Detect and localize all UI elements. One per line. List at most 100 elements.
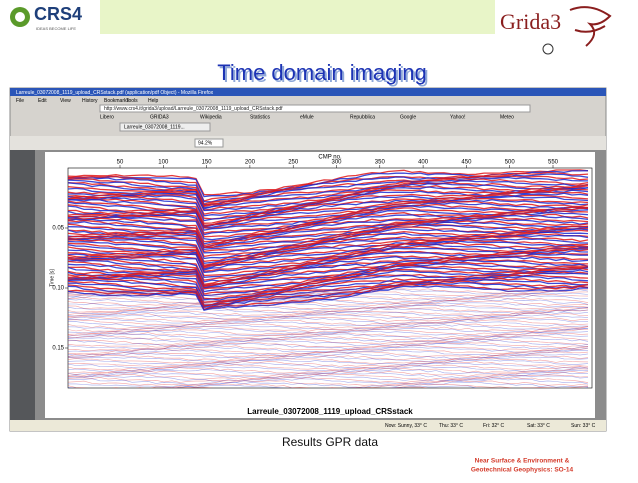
reflection [68,373,589,381]
x-tick-label: 400 [418,160,429,166]
logo-tagline: IDEAS BECOME LIFE [36,26,76,31]
reflection [68,175,589,205]
pdf-sidebar [10,150,35,420]
reflection [68,319,589,326]
reflection [68,357,589,364]
bookmark[interactable]: Repubblica [350,114,375,120]
reflection [68,381,589,388]
menu-item[interactable]: Bookmarks [104,98,130,104]
reflection [68,280,589,307]
bookmark[interactable]: Libero [100,114,114,120]
reflection [68,348,589,355]
reflection [68,359,589,366]
reflection [68,232,589,263]
reflection [68,229,589,258]
zoom-box[interactable] [194,138,224,148]
address-bar[interactable] [99,104,531,113]
reflection [68,372,588,379]
footer-line: Geotechnical Geophysics: SO-14 [471,467,574,474]
reflection [68,256,589,286]
reflection [68,216,589,247]
reflection [68,293,589,300]
reflection [68,176,588,206]
reflection [68,252,588,281]
menu-item[interactable]: Help [148,98,159,104]
menu-item[interactable]: File [16,98,24,104]
reflection [68,339,589,347]
reflection [68,182,589,208]
bookmark[interactable]: Yahoo! [450,114,465,120]
menu-item[interactable]: View [60,98,71,104]
reflection [68,315,588,323]
menu-item[interactable]: Edit [38,98,47,104]
x-axis-label: CMP no. [318,155,342,161]
reflection [68,356,589,363]
reflection [68,328,589,336]
x-tick-label: 100 [158,160,169,166]
reflection [68,209,589,238]
reflection [68,314,589,321]
menu-item[interactable]: Tools [126,98,138,104]
reflection [68,191,589,220]
bookmark[interactable]: Google [400,114,416,120]
reflection [68,306,588,313]
reflection [68,195,589,227]
bookmark[interactable]: GRIDA3 [150,114,169,120]
reflection [68,248,589,277]
reflection [68,185,589,211]
zoom: 94.2% [198,140,213,146]
x-tick-label: 50 [117,160,124,166]
weather-item: Sun: 33° C [571,423,596,429]
reflection [68,304,589,311]
reflection [68,194,589,224]
x-tick-label: 350 [375,160,386,166]
x-tick-label: 450 [461,160,472,166]
reflection [68,299,589,307]
figure-caption: Larreule_03072008_1119_upload_CRSstack [247,407,413,416]
reflection [68,367,589,374]
reflection [68,180,589,209]
reflection [68,279,589,309]
pdf-toolbar [10,136,606,150]
reflection [68,240,588,270]
title: Time domain imaging [217,60,427,85]
reflection [68,235,589,267]
reflection [68,226,589,253]
reflection [68,317,589,324]
x-tick-label: 250 [288,160,299,166]
reflection [68,322,589,329]
reflection [68,272,589,301]
tab[interactable] [119,122,211,132]
reflection [68,303,589,310]
reflection [68,214,589,245]
x-tick-label: 200 [245,160,256,166]
bookmark[interactable]: Wikipedia [200,114,222,120]
reflection [68,365,589,373]
reflection [68,338,589,345]
weather-item: Sat: 33° C [527,423,550,429]
bookmark[interactable]: Statistics [250,114,271,120]
reflection [68,351,589,358]
reflection [68,169,589,196]
reflection [68,344,589,351]
reflection [68,383,589,388]
reflection [68,290,589,297]
address: http://www.crs4.it/grida3/upload/Larreul… [104,106,283,112]
reflection [68,330,589,337]
bookmark[interactable]: Meteo [500,114,514,120]
reflection [68,349,589,357]
y-tick-label: 0.05 [52,226,64,232]
reflection [68,295,589,302]
x-tick-label: 150 [202,160,213,166]
bookmark[interactable]: eMule [300,114,314,120]
reflection [68,341,589,349]
reflection [68,301,589,308]
reflection [68,197,589,226]
reflection [68,199,589,228]
x-tick-label: 550 [548,160,559,166]
reflection [68,171,589,202]
menu-item[interactable]: History [82,98,98,104]
reflection [68,324,589,331]
